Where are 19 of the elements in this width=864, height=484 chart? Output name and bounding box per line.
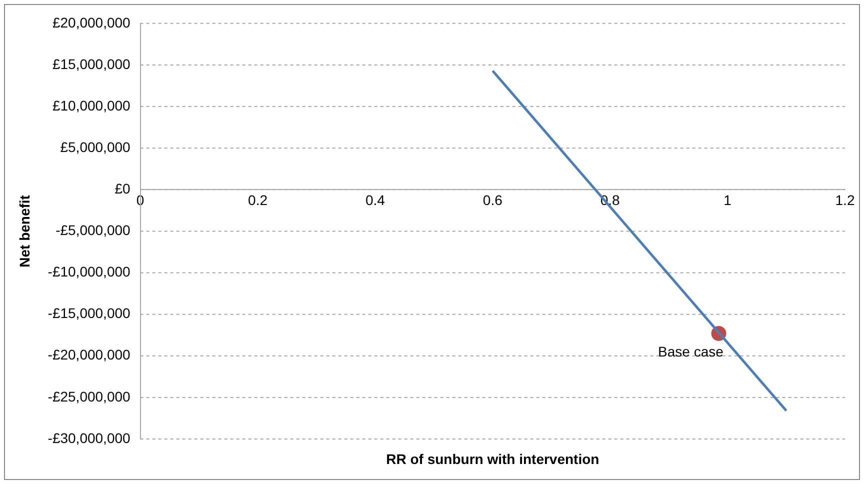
y-axis-title: Net benefit [16, 194, 32, 268]
y-tick-label: -£20,000,000 [48, 346, 131, 363]
x-tick-label: 1.2 [835, 192, 855, 208]
x-tick-label: 0.2 [248, 192, 268, 208]
y-tick-label: -£15,000,000 [48, 305, 131, 322]
y-tick-label: -£10,000,000 [48, 264, 131, 280]
y-tick-label: -£25,000,000 [48, 388, 131, 404]
y-tick-label: £20,000,000 [52, 14, 131, 30]
x-tick-label: 1 [724, 192, 732, 208]
y-tick-label: -£30,000,000 [48, 430, 131, 446]
annotation: Base case [658, 343, 724, 360]
x-tick-label: 0.6 [482, 192, 503, 208]
y-tick-label: £5,000,000 [60, 138, 131, 155]
x-axis-title: RR of sunburn with intervention [386, 450, 600, 467]
x-tick-label: 0.4 [365, 192, 386, 208]
y-tick-label: £15,000,000 [52, 56, 131, 72]
y-tick-label: -£5,000,000 [56, 222, 131, 238]
y-tick-label: £0 [114, 180, 131, 196]
y-tick-label: £10,000,000 [52, 97, 131, 114]
